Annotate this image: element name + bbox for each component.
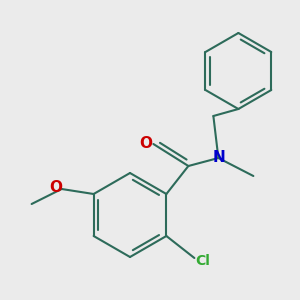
- Text: O: O: [49, 181, 62, 196]
- Text: Cl: Cl: [195, 254, 210, 268]
- Text: O: O: [139, 136, 152, 151]
- Text: N: N: [213, 149, 226, 164]
